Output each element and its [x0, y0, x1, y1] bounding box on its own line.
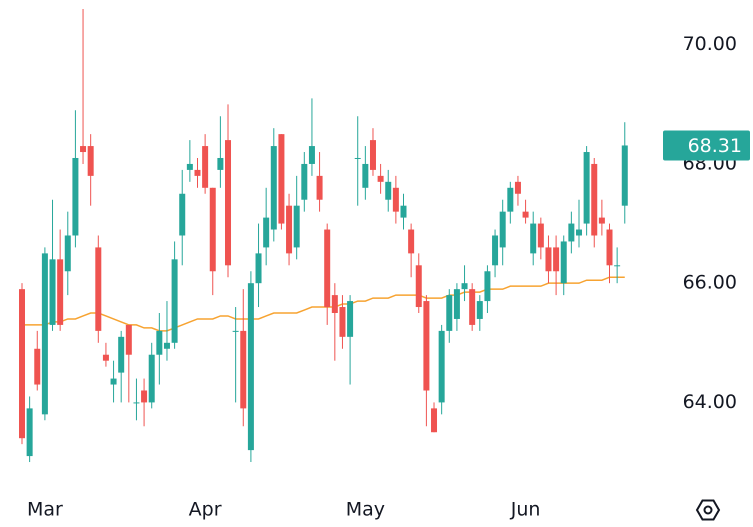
- candle-body: [324, 229, 331, 308]
- candle-body: [331, 295, 338, 313]
- candle-body: [186, 163, 193, 170]
- candle-body: [255, 253, 262, 284]
- candle-body: [232, 330, 239, 332]
- candle-body: [34, 348, 41, 385]
- candle-body: [194, 169, 201, 176]
- candle-body: [507, 187, 514, 212]
- candle-body: [469, 289, 476, 325]
- candle-body: [72, 157, 79, 236]
- candle-body: [308, 146, 315, 164]
- candle-body: [499, 211, 506, 248]
- candle-body: [278, 134, 285, 224]
- y-tick-label: 70.00: [683, 33, 737, 55]
- settings-circle[interactable]: [703, 505, 713, 515]
- candle-body: [369, 140, 376, 170]
- y-tick-label: 64.00: [683, 391, 737, 413]
- candle-body: [568, 223, 575, 242]
- candle-body: [560, 241, 567, 284]
- candle-body: [125, 324, 132, 355]
- candle-body: [102, 354, 109, 361]
- candle-body: [339, 307, 346, 337]
- candle-body: [415, 265, 422, 308]
- candle-body: [354, 157, 361, 159]
- candle-body: [148, 354, 155, 403]
- candle-body: [171, 259, 178, 343]
- candle-body: [446, 295, 453, 331]
- candle-body: [522, 211, 529, 218]
- candle-body: [270, 146, 277, 230]
- candle-body: [598, 217, 605, 224]
- candle-body: [316, 175, 323, 200]
- candle-body: [385, 181, 392, 200]
- last-price-box: [663, 130, 750, 161]
- candle-body: [514, 181, 521, 194]
- settings-hexagon[interactable]: [695, 499, 721, 521]
- candle-body: [583, 152, 590, 224]
- candle-body: [553, 247, 560, 272]
- candle-body: [347, 301, 354, 337]
- candle-body: [484, 271, 491, 302]
- x-tick-label: Jun: [510, 499, 541, 521]
- candle-body: [263, 217, 270, 248]
- candle-body: [57, 259, 64, 325]
- candle-body: [537, 223, 544, 248]
- candle-body: [530, 223, 537, 254]
- candle-body: [286, 205, 293, 254]
- candle-body: [217, 157, 224, 170]
- candle-body: [163, 342, 170, 349]
- candle-body: [133, 402, 140, 404]
- candle-body: [431, 408, 438, 433]
- candle-body: [87, 146, 94, 176]
- candle-body: [110, 378, 117, 385]
- candle-body: [392, 187, 399, 212]
- candle-body: [225, 140, 232, 266]
- x-tick-label: Apr: [189, 499, 222, 521]
- moving-average: [22, 276, 625, 332]
- settings-icon[interactable]: [695, 499, 721, 521]
- candle-body: [247, 283, 254, 451]
- candle-body: [423, 301, 430, 391]
- candle-body: [202, 146, 209, 188]
- candle-body: [41, 253, 48, 415]
- candle-body: [377, 175, 384, 182]
- candle-body: [95, 247, 102, 331]
- x-tick-label: May: [346, 499, 385, 521]
- candle-body: [301, 163, 308, 200]
- candle-body: [492, 235, 499, 266]
- candle-body: [156, 330, 163, 355]
- candle-body: [293, 205, 300, 248]
- candle-body: [179, 193, 186, 236]
- candle-body: [606, 229, 613, 266]
- candle-body: [49, 259, 56, 325]
- last-price-label: 68.31: [688, 135, 742, 157]
- candle-body: [26, 408, 33, 457]
- candle-body: [240, 330, 247, 409]
- y-tick-label: 66.00: [683, 272, 737, 294]
- x-tick-label: Mar: [27, 499, 63, 521]
- candle-body: [408, 229, 415, 254]
- candle-body: [141, 390, 148, 403]
- candle-body: [118, 336, 125, 373]
- candle-body: [621, 145, 628, 206]
- candle-body: [19, 289, 25, 439]
- candle-body: [80, 146, 87, 153]
- candle-body: [591, 163, 598, 236]
- candle-body: [362, 163, 369, 188]
- candle-body: [575, 229, 582, 236]
- candle-body: [545, 247, 552, 272]
- candle-body: [64, 235, 71, 272]
- candle-body: [209, 187, 216, 272]
- candle-body: [461, 283, 468, 290]
- candle-body: [438, 330, 445, 403]
- candle-body: [453, 289, 460, 319]
- candle-body: [400, 205, 407, 218]
- candle-body: [614, 265, 621, 267]
- candle-body: [476, 301, 483, 319]
